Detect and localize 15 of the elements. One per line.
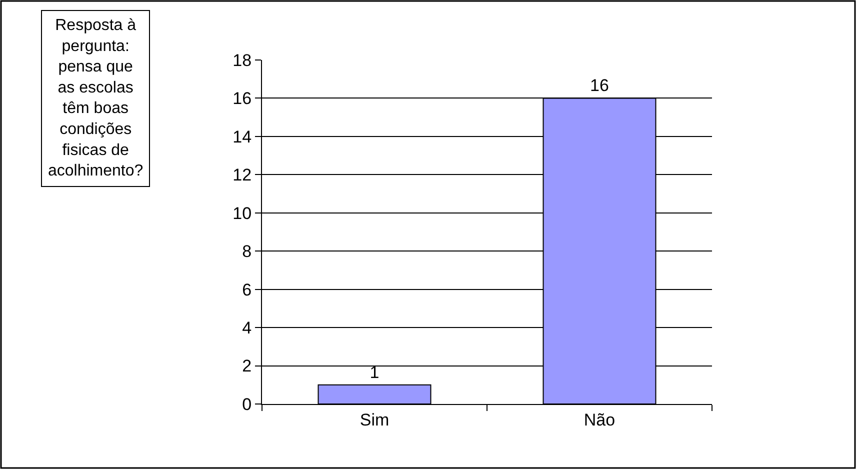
data-label: 1 xyxy=(370,362,380,382)
y-tick-label: 14 xyxy=(232,127,252,146)
y-tick-label: 16 xyxy=(232,89,252,108)
y-tick-label: 2 xyxy=(242,356,252,376)
y-tick-label: 4 xyxy=(242,318,252,338)
y-tick-label: 12 xyxy=(232,166,252,185)
x-tick-label: Não xyxy=(584,410,616,430)
text: Resposta à pergunta: pensa que as escolas têm boas condições fisicas de acolhimento? xyxy=(48,17,144,180)
data-label: 16 xyxy=(590,76,609,96)
y-tick-label: 0 xyxy=(242,394,252,414)
y-tick-label: 10 xyxy=(232,204,252,223)
x-tick-label: Sim xyxy=(360,410,390,430)
y-tick-label: 6 xyxy=(242,280,252,300)
y-tick-label: 18 xyxy=(232,50,252,70)
y-tick-label: 8 xyxy=(242,242,252,262)
